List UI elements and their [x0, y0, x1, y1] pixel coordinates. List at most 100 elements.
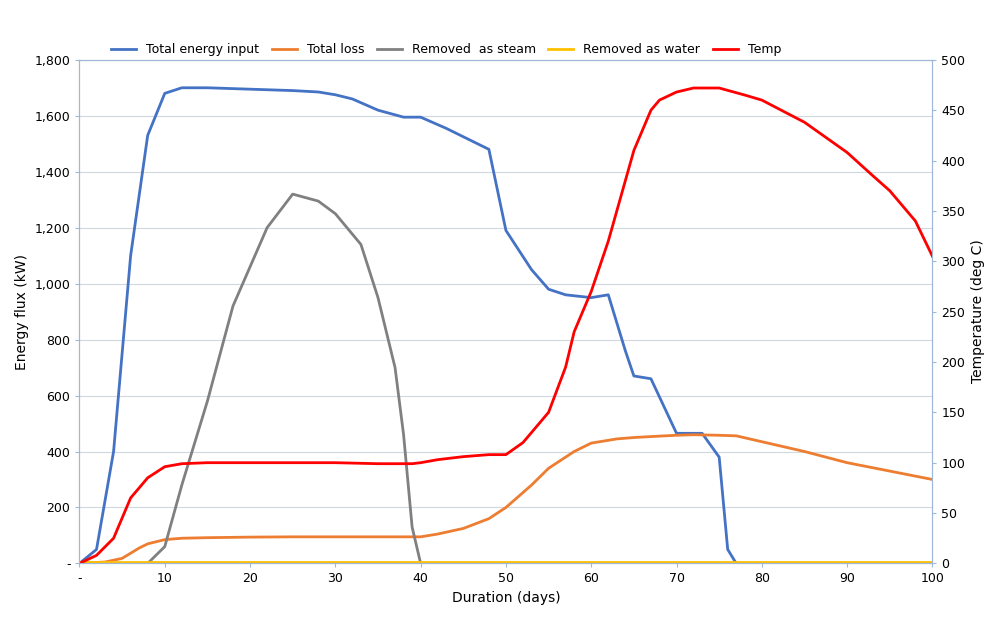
Temp: [415, 459, 427, 466]
Total loss: [543, 464, 555, 472]
Removed  as steam: [201, 397, 213, 405]
Removed  as steam: [355, 241, 367, 248]
Total energy input: [125, 252, 137, 259]
Removed  as steam: [142, 560, 154, 567]
Temp: [841, 149, 853, 156]
Temp: [867, 172, 879, 179]
Total loss: [611, 435, 623, 443]
Removed  as steam: [287, 190, 299, 198]
Total energy input: [645, 375, 657, 383]
Total loss: [483, 515, 495, 523]
Temp: [432, 456, 444, 463]
Total loss: [73, 560, 85, 567]
Temp: [926, 252, 938, 260]
Temp: [688, 84, 700, 92]
Total loss: [713, 432, 725, 439]
X-axis label: Duration (days): Duration (days): [452, 591, 560, 605]
Total energy input: [696, 430, 708, 437]
Removed  as steam: [329, 210, 341, 218]
Removed  as steam: [372, 294, 384, 301]
Total energy input: [619, 347, 631, 355]
Y-axis label: Temperature (deg C): Temperature (deg C): [971, 240, 985, 384]
Total energy input: [159, 90, 171, 97]
Line: Temp: Temp: [79, 88, 932, 564]
Temp: [398, 460, 410, 467]
Temp: [406, 460, 418, 467]
Total energy input: [526, 266, 538, 273]
Temp: [483, 451, 495, 458]
Line: Total loss: Total loss: [79, 435, 932, 564]
Temp: [329, 459, 341, 466]
Temp: [645, 107, 657, 114]
Temp: [619, 177, 631, 184]
Total loss: [730, 432, 742, 440]
Total energy input: [244, 86, 256, 93]
Temp: [884, 187, 896, 195]
Temp: [287, 459, 299, 466]
Total energy input: [91, 546, 103, 553]
Total loss: [798, 448, 810, 455]
Y-axis label: Energy flux (kW): Energy flux (kW): [15, 254, 29, 370]
Total loss: [201, 534, 213, 541]
Removed  as steam: [312, 197, 324, 205]
Temp: [756, 96, 768, 104]
Total energy input: [415, 113, 427, 121]
Temp: [372, 460, 384, 467]
Temp: [159, 463, 171, 471]
Temp: [201, 459, 213, 466]
Temp: [602, 237, 614, 245]
Total loss: [244, 533, 256, 541]
Temp: [142, 474, 154, 482]
Total loss: [176, 534, 188, 542]
Total loss: [671, 432, 683, 439]
Total energy input: [585, 294, 597, 301]
Removed  as steam: [406, 523, 418, 531]
Total energy input: [722, 546, 734, 553]
Total energy input: [560, 291, 572, 299]
Total loss: [568, 448, 580, 455]
Total loss: [884, 467, 896, 475]
Total energy input: [713, 453, 725, 461]
Temp: [91, 552, 103, 559]
Total energy input: [329, 91, 341, 99]
Temp: [457, 453, 469, 461]
Temp: [108, 534, 120, 542]
Total loss: [585, 440, 597, 447]
Total loss: [432, 530, 444, 538]
Temp: [585, 288, 597, 295]
Temp: [705, 84, 717, 92]
Total energy input: [108, 448, 120, 455]
Total energy input: [602, 291, 614, 299]
Removed  as steam: [398, 431, 410, 438]
Total loss: [756, 438, 768, 445]
Temp: [798, 118, 810, 126]
Total loss: [99, 558, 111, 565]
Temp: [125, 494, 137, 502]
Temp: [560, 363, 572, 371]
Temp: [909, 217, 921, 224]
Temp: [739, 91, 751, 99]
Total energy input: [466, 137, 478, 144]
Total energy input: [483, 146, 495, 153]
Removed  as steam: [415, 560, 427, 567]
Temp: [653, 96, 665, 104]
Total loss: [926, 476, 938, 483]
Total energy input: [312, 88, 324, 95]
Total loss: [653, 432, 665, 440]
Total energy input: [176, 84, 188, 92]
Total energy input: [671, 430, 683, 437]
Temp: [517, 439, 529, 446]
Removed  as steam: [227, 303, 239, 310]
Total loss: [628, 434, 640, 441]
Total loss: [116, 555, 128, 562]
Total energy input: [926, 560, 938, 567]
Removed  as steam: [116, 560, 128, 567]
Removed  as steam: [389, 364, 401, 371]
Temp: [543, 409, 555, 416]
Total loss: [133, 544, 145, 552]
Total loss: [372, 533, 384, 541]
Total loss: [500, 503, 512, 511]
Total loss: [329, 533, 341, 541]
Temp: [73, 560, 85, 567]
Removed  as steam: [73, 560, 85, 567]
